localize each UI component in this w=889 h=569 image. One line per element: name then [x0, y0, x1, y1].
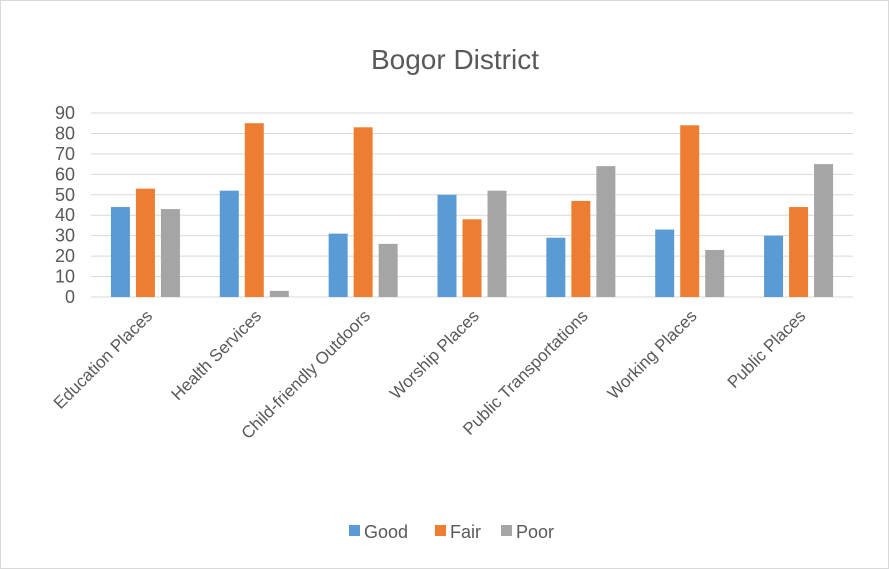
legend-label-fair: Fair: [450, 522, 481, 542]
bar-fair-2: [353, 127, 373, 297]
bar-fair-5: [680, 125, 700, 298]
category-label: Public Transportations: [459, 306, 591, 438]
legend: Good Fair Poor: [349, 522, 554, 542]
legend-label-good: Good: [364, 522, 408, 542]
y-tick-label: 50: [55, 185, 75, 205]
y-tick-label: 70: [55, 144, 75, 164]
bar-fair-0: [135, 188, 155, 297]
category-label: Worship Places: [386, 306, 483, 403]
bar-poor-4: [596, 166, 616, 297]
y-tick-label: 10: [55, 267, 75, 287]
bar-fair-3: [462, 219, 482, 297]
bar-good-1: [219, 190, 239, 297]
legend-swatch-fair: [435, 525, 446, 536]
y-tick-label: 20: [55, 246, 75, 266]
category-label: Health Services: [167, 306, 265, 404]
legend-label-poor: Poor: [516, 522, 554, 542]
bar-poor-6: [814, 164, 834, 297]
bar-poor-2: [378, 243, 398, 297]
bar-fair-1: [244, 123, 264, 297]
y-tick-label: 90: [55, 103, 75, 123]
category-label: Education Places: [50, 306, 156, 412]
category-labels: Education Places Health ServicesChild-fri…: [50, 306, 809, 442]
chart-title: Bogor District: [371, 44, 539, 75]
y-tick-label: 80: [55, 123, 75, 143]
bars: [110, 123, 834, 298]
bar-good-2: [328, 233, 348, 297]
gridlines: [91, 112, 853, 298]
y-tick-label: 40: [55, 205, 75, 225]
bar-good-0: [110, 207, 130, 297]
bar-good-5: [655, 229, 675, 297]
legend-swatch-poor: [501, 525, 512, 536]
bar-poor-0: [160, 209, 180, 297]
bar-fair-4: [571, 200, 591, 297]
legend-swatch-good: [349, 525, 360, 536]
y-tick-label: 60: [55, 164, 75, 184]
bar-fair-6: [789, 207, 809, 297]
bar-poor-5: [705, 249, 725, 297]
category-label: Working Places: [604, 306, 701, 403]
y-tick-label: 30: [55, 226, 75, 246]
bar-poor-3: [487, 190, 507, 297]
bar-good-4: [546, 237, 566, 297]
category-label: Public Places: [724, 306, 810, 392]
bar-good-3: [437, 194, 457, 297]
bar-poor-1: [269, 290, 289, 297]
y-tick-label: 0: [65, 287, 75, 307]
bar-good-6: [764, 235, 784, 297]
